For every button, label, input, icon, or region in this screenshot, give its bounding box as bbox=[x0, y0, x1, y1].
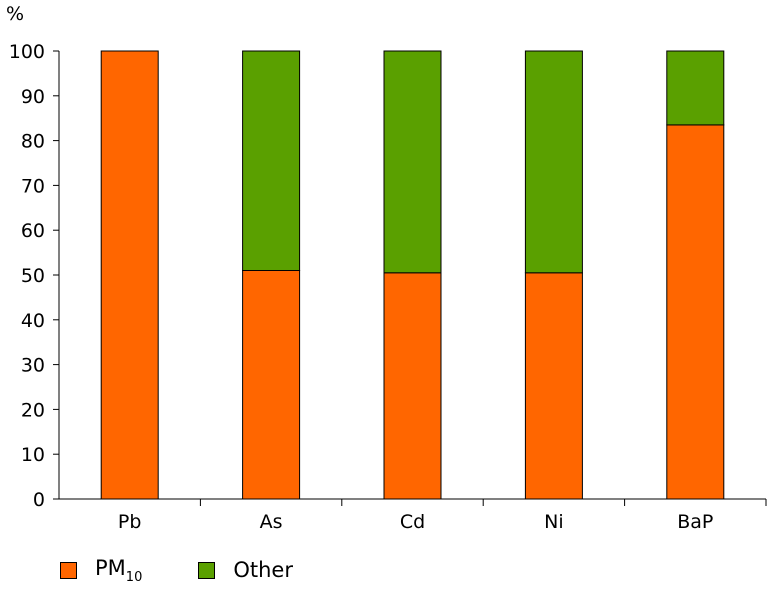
y-tick-label-60: 60 bbox=[21, 220, 45, 242]
legend-swatch-pm10 bbox=[60, 561, 77, 579]
bar-cd-other bbox=[383, 50, 442, 274]
legend-item-other: Other bbox=[198, 558, 293, 582]
y-tick-label-20: 20 bbox=[21, 399, 45, 421]
legend-label-pm10: PM10 bbox=[95, 555, 143, 585]
bar-bap-pm10 bbox=[666, 124, 725, 500]
legend-item-pm10: PM10 bbox=[60, 556, 142, 585]
x-tick-label-ni: Ni bbox=[544, 511, 564, 533]
bar-bap-other bbox=[666, 50, 725, 126]
bar-ni-other bbox=[524, 50, 583, 274]
y-tick-label-50: 50 bbox=[21, 265, 45, 287]
y-axis-unit-label: % bbox=[6, 3, 24, 25]
bar-ni-pm10 bbox=[524, 272, 583, 500]
y-tick-label-100: 100 bbox=[9, 41, 45, 63]
legend-swatch-other bbox=[198, 561, 216, 579]
bar-pb-pm10 bbox=[100, 50, 159, 500]
stacked-bar-chart: % 0 10 20 30 40 50 60 70 80 90 100 Pb As Cd Ni BaP bbox=[6, 3, 767, 533]
x-tick-label-pb: Pb bbox=[118, 511, 142, 533]
y-tick-label-70: 70 bbox=[21, 175, 45, 197]
y-tick-label-0: 0 bbox=[33, 489, 45, 511]
y-tick-label-80: 80 bbox=[21, 131, 45, 153]
bar-cd-pm10 bbox=[383, 272, 442, 500]
x-tick-label-cd: Cd bbox=[400, 511, 425, 533]
bar-as-other bbox=[242, 50, 301, 271]
legend-label-other: Other bbox=[233, 558, 293, 582]
y-tick-label-30: 30 bbox=[21, 355, 45, 377]
y-tick-label-10: 10 bbox=[21, 444, 45, 466]
x-tick-label-bap: BaP bbox=[677, 511, 713, 533]
legend: PM10 Other bbox=[60, 552, 349, 588]
y-tick-label-40: 40 bbox=[21, 310, 45, 332]
bar-as-pm10 bbox=[242, 270, 301, 500]
x-tick-label-as: As bbox=[260, 511, 283, 533]
y-tick-label-90: 90 bbox=[21, 86, 45, 108]
